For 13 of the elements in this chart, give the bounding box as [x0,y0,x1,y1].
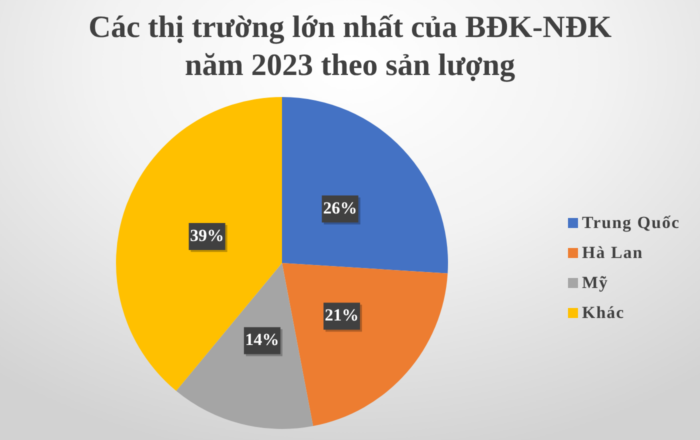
legend-label: Hà Lan [582,243,644,263]
data-label: 39% [190,226,224,245]
legend-label: Mỹ [582,273,609,293]
pie-slice [282,263,448,426]
data-label: 26% [323,198,358,218]
data-label: 21% [324,306,359,325]
legend-label: Trung Quốc [582,213,680,233]
pie-slice [282,97,448,274]
chart-title: Các thị trường lớn nhất của BĐK-NĐK năm 2023 theo sản lượng [87,8,613,84]
legend-label: Khác [582,303,625,323]
pie-slice [116,97,282,391]
pie-slice [176,263,314,429]
data-label: 14% [245,330,280,350]
